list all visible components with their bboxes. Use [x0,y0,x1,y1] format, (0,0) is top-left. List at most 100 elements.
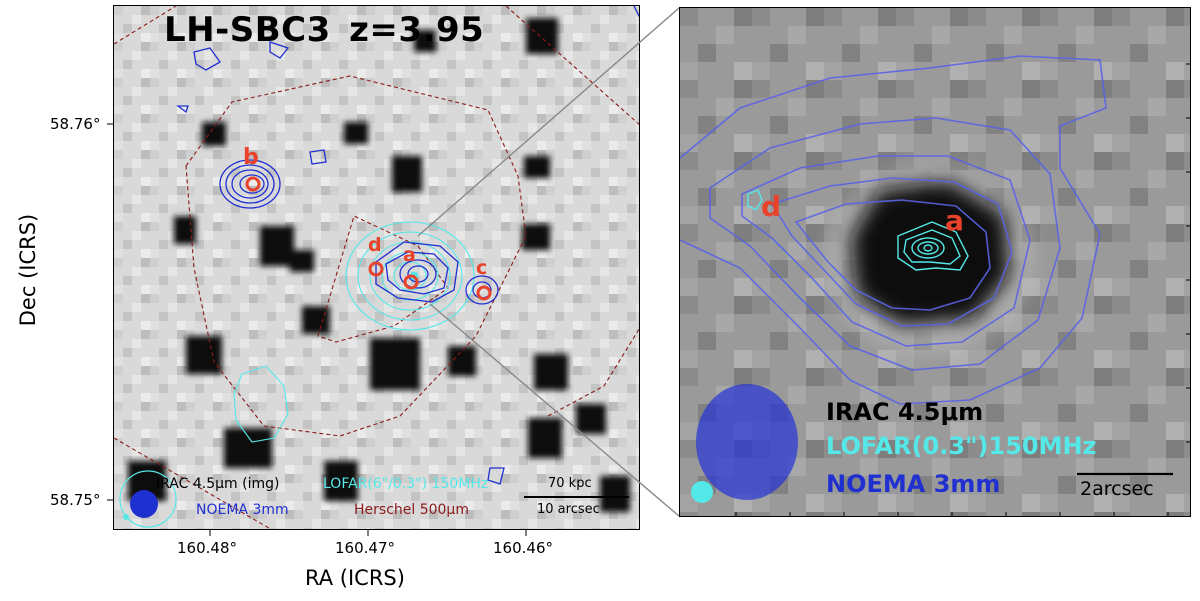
noema-contour [487,467,505,485]
noema-contour [309,149,327,165]
y-tick-label: 58.75° [50,491,101,509]
legend-herschel: Herschel 500μm [354,502,469,518]
herschel-contour [505,6,639,125]
noema-contour [239,174,265,194]
right-image-canvas [680,8,1190,516]
x-tick-label: 160.48° [177,539,237,557]
zoom-connector-top [417,7,680,237]
irac-source [302,306,330,334]
source-marker-d [368,261,384,277]
lofar-zoom-contour [903,229,961,265]
left-title: LH-SBC3 z=3.95 [164,10,484,50]
noema-contour [193,47,221,71]
noema-zoom-contour [794,199,991,311]
legend-noema: NOEMA 3mm [196,502,289,518]
left-image-panel [113,5,640,530]
lofar-zoom-contour [923,244,933,252]
herschel-contours [114,6,639,529]
irac-source [202,122,226,146]
lofar-contour [369,241,451,311]
lofar-contour [233,365,289,443]
irac-source [526,18,558,54]
lofar-zoom-contour [897,221,969,271]
herschel-contour [547,328,639,417]
noema-contour [269,41,290,59]
noema-contour [633,6,639,18]
x-tick-label: 160.47° [335,539,395,557]
x-axis-title: RA (ICRS) [305,566,405,590]
zoom-source-label-a: a [945,204,964,237]
irac-source [448,346,476,376]
zoom-frame-ticks [735,63,1190,516]
noema-contour [399,259,437,289]
lofar-hires-beam [123,514,129,520]
source-label-a: a [403,244,416,266]
lofar-zoom-contour [747,189,763,211]
lofar-zoom-contour [911,237,945,259]
noema-zoom-contours [680,55,1107,405]
source-marker-c [476,285,492,301]
lofar-contour [357,231,463,321]
zoom-connector-bottom [429,303,680,517]
irac-source [290,250,314,272]
irac-source [576,404,606,434]
irac-source [522,224,550,250]
noema-contour [219,159,281,209]
source-marker-b [245,176,261,192]
scalebar-physical-label: 70 kpc [548,476,592,491]
left-image-canvas [114,6,639,529]
y-tick-label: 58.76° [50,115,101,133]
zoom-legend-noema: NOEMA 3mm [826,470,1001,498]
noema-zoom-contour [709,117,1061,371]
redshift-label: z=3.95 [349,10,485,50]
source-marker-a [403,274,419,290]
lofar-beam [119,470,177,528]
noema-contour [385,251,449,295]
source-markers [245,176,492,301]
irac-source [324,461,358,501]
legend-irac: IRAC 4.5μm (img) [156,476,280,492]
noema-contour [225,164,275,204]
noema-contours [176,6,639,485]
noema-zoom-contour [680,55,1107,405]
irac-source [370,338,420,390]
lofar-zoom-contours [747,189,969,271]
irac-source [528,418,562,458]
irac-source [344,122,368,144]
x-tick-label: 160.46° [493,539,553,557]
lofar-zoom-contour [917,241,939,255]
noema-zoom-contour [770,177,1013,327]
irac-source [600,476,630,512]
zoom-legend-irac: IRAC 4.5μm [826,398,984,426]
irac-source [224,428,272,468]
scalebar-angular-label: 10 arcsec [537,502,600,517]
beam-ellipses [119,470,177,528]
noema-zoom-contour [741,155,1031,347]
lofar-zoom-beam [691,481,713,503]
irac-source [260,226,294,266]
source-label-d: d [368,234,382,256]
noema-zoom-beam [696,384,798,500]
irac-source [414,30,436,52]
noema-beam [130,490,158,518]
zoom-scalebar-label: 2arcsec [1080,478,1154,500]
source-label-b: b [243,145,259,170]
herschel-contour [114,437,272,529]
irac-source [186,336,222,374]
irac-source [524,156,550,178]
zoom-legend-lofar: LOFAR(0.3")150MHz [826,432,1097,460]
target-name: LH-SBC3 [164,10,331,50]
irac-zoom-source [850,180,1010,326]
source-label-c: c [476,257,488,279]
irac-source [534,354,568,390]
noema-contour [465,275,499,305]
irac-sources [128,18,630,512]
herschel-contour [114,6,177,45]
irac-source [392,156,422,192]
noema-contour [231,169,269,199]
herschel-contour [185,75,527,437]
zoom-source-label-d: d [761,190,782,223]
lofar-contour [345,221,475,331]
